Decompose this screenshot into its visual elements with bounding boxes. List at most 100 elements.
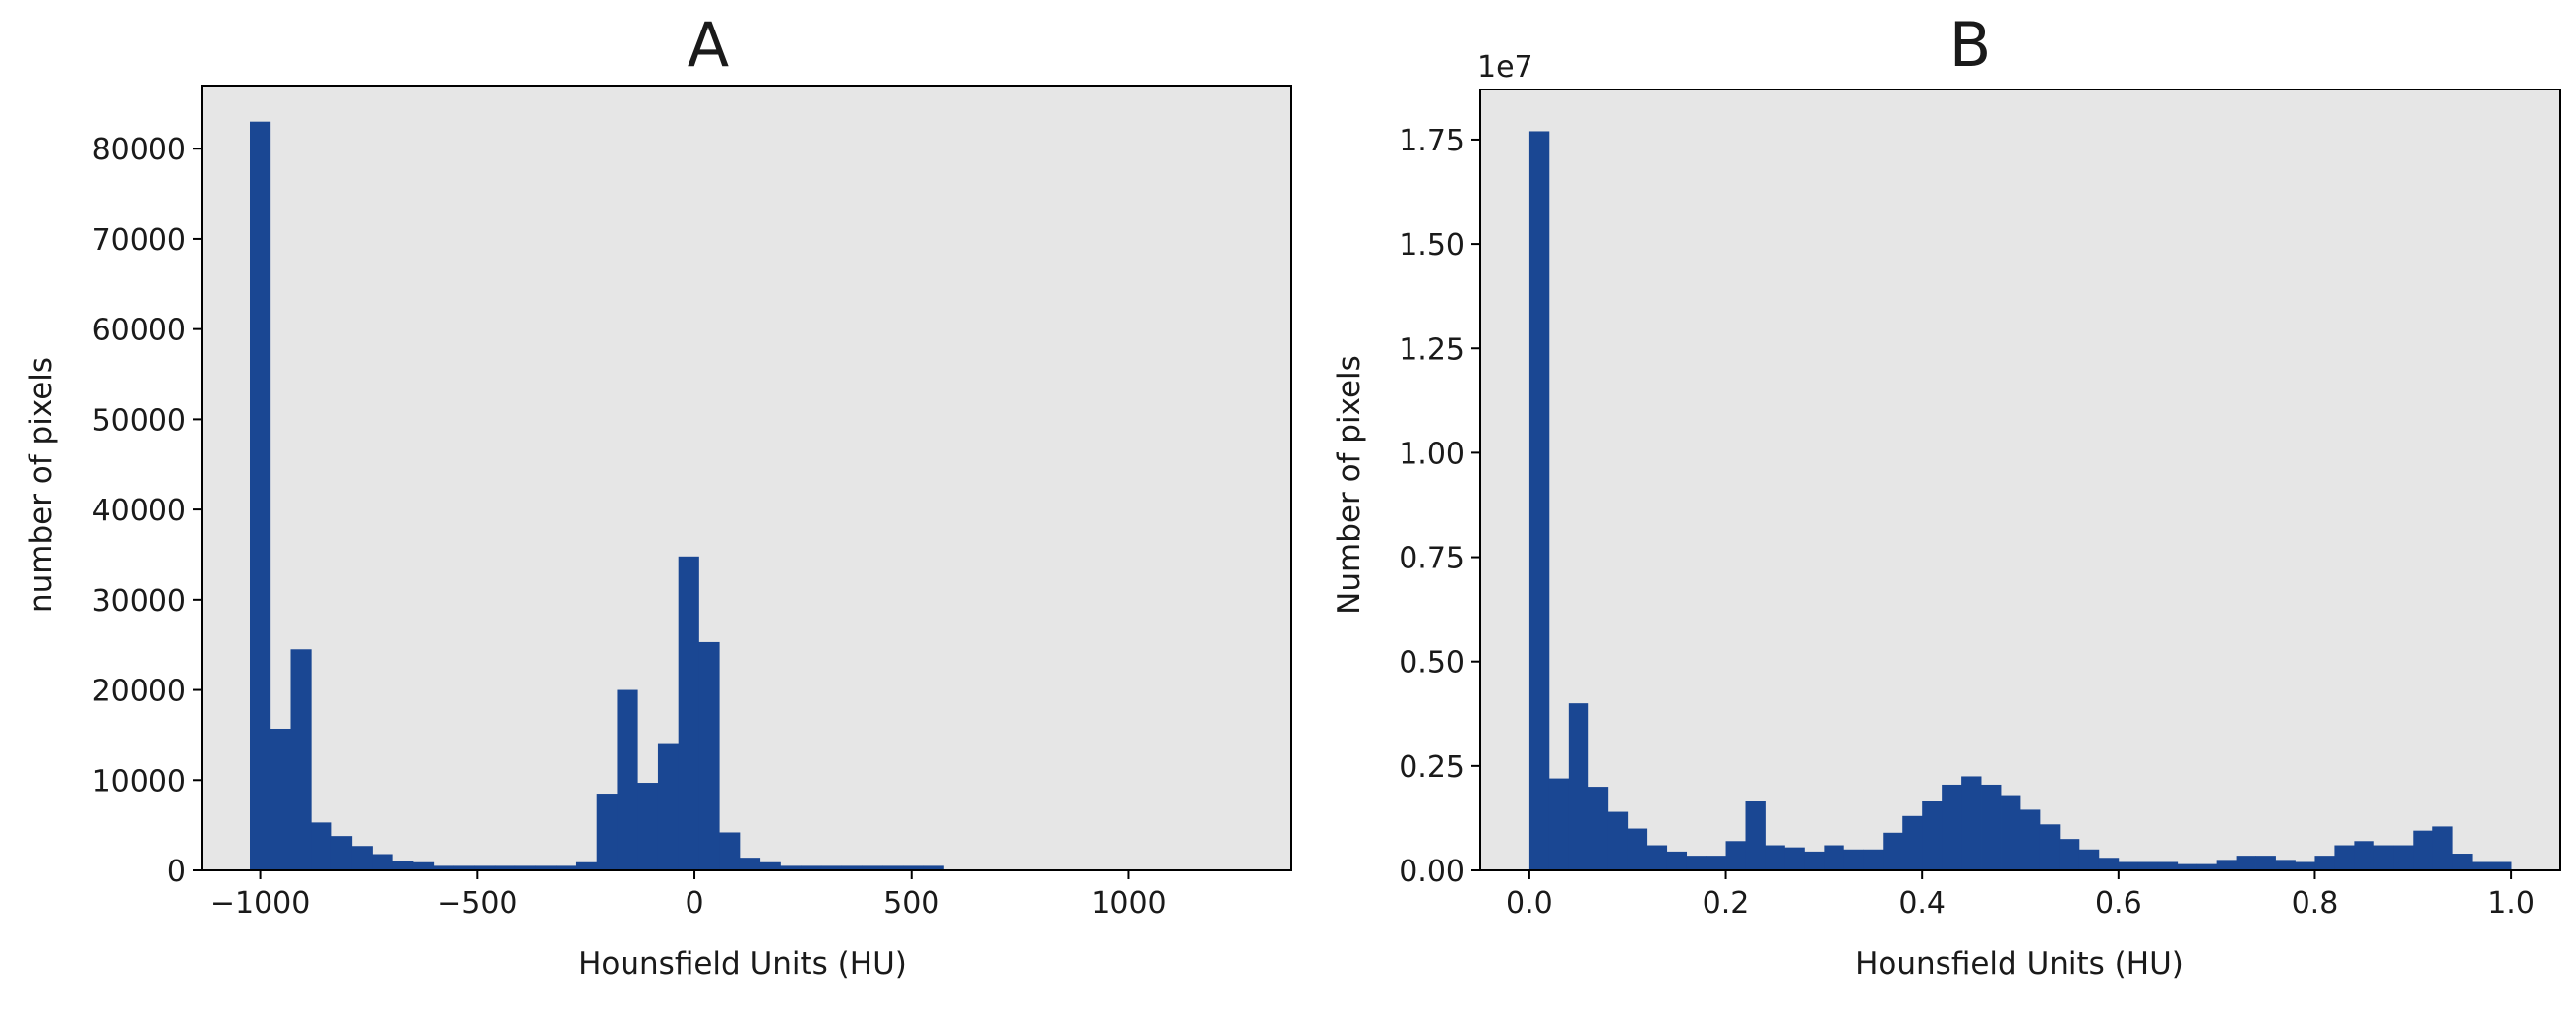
panel-a-y-tick-label: 50000 bbox=[92, 403, 186, 438]
panel-a-bar bbox=[862, 865, 883, 870]
panel-b-bar bbox=[2295, 861, 2315, 870]
panel-a-bar bbox=[902, 865, 925, 870]
panel-b-bar bbox=[2491, 861, 2512, 870]
panel-a-y-tick-label: 30000 bbox=[92, 584, 186, 619]
panel-a-x-tick-label: −500 bbox=[437, 886, 517, 920]
panel-a-bar bbox=[392, 861, 414, 870]
panel-a-x-tick-label: 1000 bbox=[1091, 886, 1166, 920]
panel-b-bar bbox=[2472, 861, 2492, 870]
panel-a-y-tick-label: 10000 bbox=[92, 764, 186, 799]
panel-a-bar bbox=[311, 822, 332, 870]
panel-a-bar bbox=[801, 865, 822, 870]
panel-a-y-tick-label: 60000 bbox=[92, 314, 186, 348]
panel-b-bar bbox=[1627, 828, 1648, 870]
panel-b-x-tick-label: 0.4 bbox=[1898, 886, 1946, 920]
panel-b-bar bbox=[2236, 856, 2256, 870]
panel-b-y-tick-label: 1.25 bbox=[1399, 332, 1465, 367]
panel-b-bar bbox=[2452, 854, 2473, 870]
panel-b-bar bbox=[1961, 776, 1982, 870]
panel-a-plot-area bbox=[202, 86, 1291, 870]
panel-a-x-tick-label: 0 bbox=[685, 886, 703, 920]
panel-a-bar bbox=[535, 865, 557, 870]
panel-b-bar bbox=[1765, 845, 1785, 870]
panel-b-axes-frame bbox=[1479, 89, 2561, 871]
panel-b-bar bbox=[2432, 826, 2453, 870]
panel-b-bar bbox=[1883, 832, 1903, 870]
panel-b-x-tick-label: 0.8 bbox=[2292, 886, 2339, 920]
panel-b-bar bbox=[1922, 801, 1943, 870]
panel-a-bar bbox=[657, 743, 680, 870]
panel-a-bar bbox=[820, 865, 843, 870]
panel-b-bar bbox=[2216, 860, 2237, 870]
panel-a-bar bbox=[882, 865, 904, 870]
panel-a-bar bbox=[351, 846, 373, 870]
panel-b-x-tick-label: 0.0 bbox=[1506, 886, 1553, 920]
panel-b-x-tick-label: 1.0 bbox=[2487, 886, 2535, 920]
panel-b-bar bbox=[1902, 815, 1923, 870]
panel-b-bar bbox=[1784, 847, 1805, 870]
panel-b-bar bbox=[2196, 863, 2218, 870]
panel-a-bar bbox=[412, 861, 435, 870]
panel-a-bar bbox=[433, 865, 454, 870]
panel-a-y-tick-label: 40000 bbox=[92, 494, 186, 528]
panel-b-y-tick-label: 0.25 bbox=[1399, 750, 1465, 785]
panel-b-bar bbox=[1745, 801, 1766, 870]
panel-a-bar bbox=[759, 861, 781, 870]
panel-a-bar bbox=[372, 854, 393, 870]
panel-b-bar bbox=[1942, 784, 1962, 870]
panel-a-y-tick-label: 20000 bbox=[92, 675, 186, 709]
panel-b-y-tick-label: 0.00 bbox=[1399, 855, 1465, 889]
panel-a-bar bbox=[330, 836, 353, 870]
panel-b-bar bbox=[2078, 849, 2100, 870]
panel-b-bar bbox=[1804, 851, 1825, 870]
panel-b-bar bbox=[1686, 856, 1707, 870]
panel-a-y-axis-label: number of pixels bbox=[24, 357, 59, 613]
panel-a-bar bbox=[923, 865, 944, 870]
panel-a-bar bbox=[698, 641, 720, 870]
panel-a-bar bbox=[617, 689, 638, 870]
panel-b-bar bbox=[2137, 861, 2159, 870]
panel-b-bar bbox=[1863, 849, 1884, 870]
panel-a-histogram: A Hounsfield Units (HU) number of pixels… bbox=[24, 9, 1292, 981]
panel-b-histogram: B 1e7 Hounsfield Units (HU) Number of pi… bbox=[1332, 9, 2561, 981]
panel-b-bar bbox=[2373, 845, 2394, 870]
panel-b-bar bbox=[2413, 830, 2433, 870]
panel-b-y-tick-label: 1.50 bbox=[1399, 228, 1465, 263]
panel-a-bar bbox=[780, 865, 802, 870]
panel-b-bar bbox=[2334, 845, 2355, 870]
panel-a-bar bbox=[575, 861, 598, 870]
panel-a-bar bbox=[637, 783, 659, 870]
panel-b-bar bbox=[1548, 778, 1570, 870]
panel-b-bar bbox=[2059, 839, 2080, 870]
panel-a-y-tick-label: 0 bbox=[167, 855, 186, 889]
panel-a-title: A bbox=[688, 9, 729, 81]
panel-b-bar bbox=[2177, 863, 2198, 870]
panel-a-bar bbox=[290, 649, 312, 870]
panel-b-y-tick-label: 1.00 bbox=[1399, 437, 1465, 471]
panel-b-plot-area bbox=[1480, 89, 2560, 870]
panel-a-x-tick-label: −1000 bbox=[210, 886, 310, 920]
panel-b-bar bbox=[1647, 845, 1668, 870]
panel-b-bar bbox=[1824, 845, 1844, 870]
panel-a-bar bbox=[474, 865, 496, 870]
panel-a-bar bbox=[249, 121, 271, 871]
panel-a-y-tick-label: 80000 bbox=[92, 133, 186, 167]
panel-b-bar bbox=[1725, 841, 1746, 870]
panel-b-bar bbox=[2255, 856, 2276, 870]
panel-b-bar bbox=[1843, 849, 1864, 870]
panel-b-bar bbox=[2354, 841, 2374, 870]
panel-a-bar bbox=[556, 865, 577, 870]
panel-b-x-axis-label: Hounsfield Units (HU) bbox=[1855, 946, 2184, 981]
panel-a-bar bbox=[739, 858, 761, 870]
panel-b-bar bbox=[1607, 811, 1629, 870]
panel-b-y-tick-label: 1.75 bbox=[1399, 124, 1465, 158]
panel-b-bar bbox=[1528, 131, 1550, 870]
panel-b-y-tick-label: 0.75 bbox=[1399, 542, 1465, 576]
panel-b-y-tick-label: 0.50 bbox=[1399, 646, 1465, 681]
panel-b-bar bbox=[2001, 795, 2021, 870]
panel-b-bar bbox=[1981, 784, 2002, 870]
panel-b-bar bbox=[2098, 858, 2120, 870]
panel-a-bar bbox=[453, 865, 475, 870]
